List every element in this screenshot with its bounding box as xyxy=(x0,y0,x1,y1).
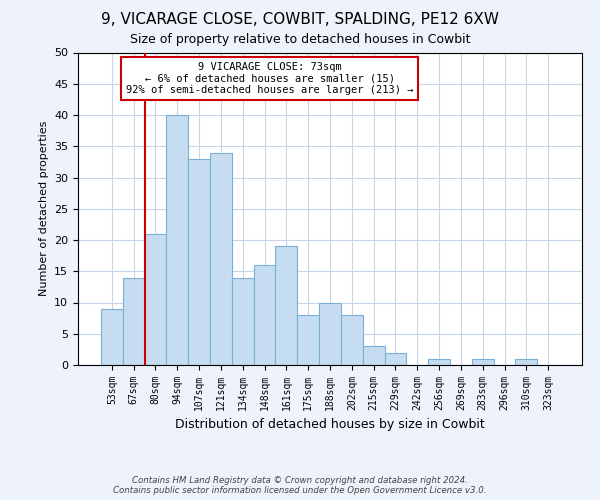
Text: Contains HM Land Registry data © Crown copyright and database right 2024.
Contai: Contains HM Land Registry data © Crown c… xyxy=(113,476,487,495)
Bar xyxy=(363,346,385,365)
Bar xyxy=(428,359,450,365)
Text: 9 VICARAGE CLOSE: 73sqm
← 6% of detached houses are smaller (15)
92% of semi-det: 9 VICARAGE CLOSE: 73sqm ← 6% of detached… xyxy=(126,62,413,95)
Bar xyxy=(232,278,254,365)
Bar xyxy=(145,234,166,365)
Bar xyxy=(101,308,123,365)
Bar xyxy=(515,359,537,365)
Text: 9, VICARAGE CLOSE, COWBIT, SPALDING, PE12 6XW: 9, VICARAGE CLOSE, COWBIT, SPALDING, PE1… xyxy=(101,12,499,28)
X-axis label: Distribution of detached houses by size in Cowbit: Distribution of detached houses by size … xyxy=(175,418,485,432)
Bar xyxy=(166,115,188,365)
Bar xyxy=(254,265,275,365)
Bar xyxy=(123,278,145,365)
Bar xyxy=(210,152,232,365)
Bar xyxy=(472,359,494,365)
Bar xyxy=(385,352,406,365)
Bar xyxy=(275,246,297,365)
Text: Size of property relative to detached houses in Cowbit: Size of property relative to detached ho… xyxy=(130,32,470,46)
Bar xyxy=(188,159,210,365)
Bar xyxy=(319,302,341,365)
Y-axis label: Number of detached properties: Number of detached properties xyxy=(38,121,49,296)
Bar xyxy=(341,315,363,365)
Bar xyxy=(297,315,319,365)
